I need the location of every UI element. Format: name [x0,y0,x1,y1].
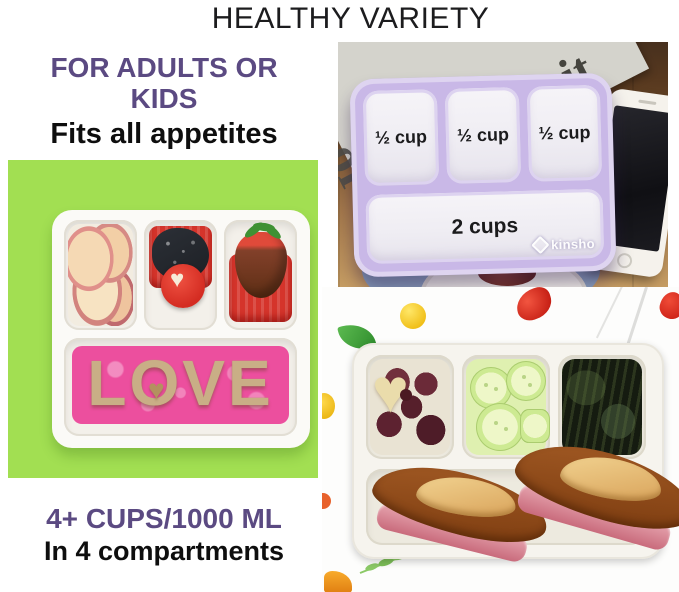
sandwich-compartment [366,429,679,564]
snack-bento-box: ♥ [352,343,679,564]
love-bento-box: ♥ LOVE ♥ [52,210,310,448]
cucumber-slice [476,403,524,451]
cranberry-compartment: ♥ [366,355,454,459]
love-bread-letters: LOVE [87,347,274,419]
footer-text-block: 4+ CUPS/1000 ML In 4 compartments [8,503,320,567]
half-cup-compartment-3: ½ cup [526,84,603,182]
half-cup-label-1: ½ cup [374,126,428,148]
red-berry-piece [657,289,679,322]
intro-heading-line2: KIDS [130,83,198,115]
cucumber-slices [466,359,550,455]
seaweed-compartment [558,355,646,459]
berry-compartment: ♥ [144,220,217,330]
orange-piece [322,493,331,509]
cucumber-slice [506,361,546,401]
strawberry-compartment [224,220,297,330]
yellow-pepper-piece [322,393,335,419]
brand-name: kinsho [550,236,596,253]
half-cup-label-3: ½ cup [538,122,591,144]
love-bento-photo: ♥ LOVE ♥ [8,160,318,478]
intro-text-block: FOR ADULTS OR KIDS Fits all appetites [8,52,320,150]
phone-speaker [638,99,657,106]
pink-doily [72,346,289,424]
page-title: HEALTHY VARIETY [211,2,490,35]
half-cup-compartment-2: ½ cup [444,87,522,184]
two-cup-compartment: 2 cups kinsho [365,188,605,265]
chocolate-strawberry [235,220,287,298]
brand-logo: kinsho [531,235,596,255]
yellow-tomato [400,303,426,329]
two-cup-label: 2 cups [451,213,519,239]
capacity-photo: it or ½ cup ½ cup ½ cup 2 cups [338,42,668,287]
phone-home-button [616,252,634,270]
kinsho-diamond-icon [531,235,550,255]
heart-cheese-berry [400,389,412,401]
footer-heading: 4+ CUPS/1000 ML [46,503,282,534]
red-silicone-cup [149,226,212,288]
fork-tine [595,287,625,339]
lavender-lunchbox: ½ cup ½ cup ½ cup 2 cups kinsho [349,72,617,278]
footer-subheading: In 4 compartments [43,536,285,567]
intro-heading-line1: FOR ADULTS OR [50,52,278,83]
half-cup-compartment-1: ½ cup [362,89,440,187]
red-pepper-piece [512,287,556,324]
cucumber-compartment [462,355,550,459]
cucumber-stick [520,409,550,443]
cheese-wedge [324,571,352,592]
peach-compartment [64,220,137,330]
intro-subheading: Fits all appetites [50,117,278,150]
seaweed-snack [562,359,642,455]
half-cup-label-2: ½ cup [456,124,510,146]
cheese-heart-icon: ♥ [170,266,185,293]
cucumber-slice [470,367,512,409]
snack-photo: ♥ [322,287,679,592]
red-silicone-cup [229,220,292,322]
heart-icon: ♥ [148,374,165,405]
sandwich-compartment: LOVE ♥ [64,338,297,436]
babybel-cheese: ♥ [161,264,205,308]
dried-cranberries [370,359,450,455]
peach-slices [68,224,133,326]
